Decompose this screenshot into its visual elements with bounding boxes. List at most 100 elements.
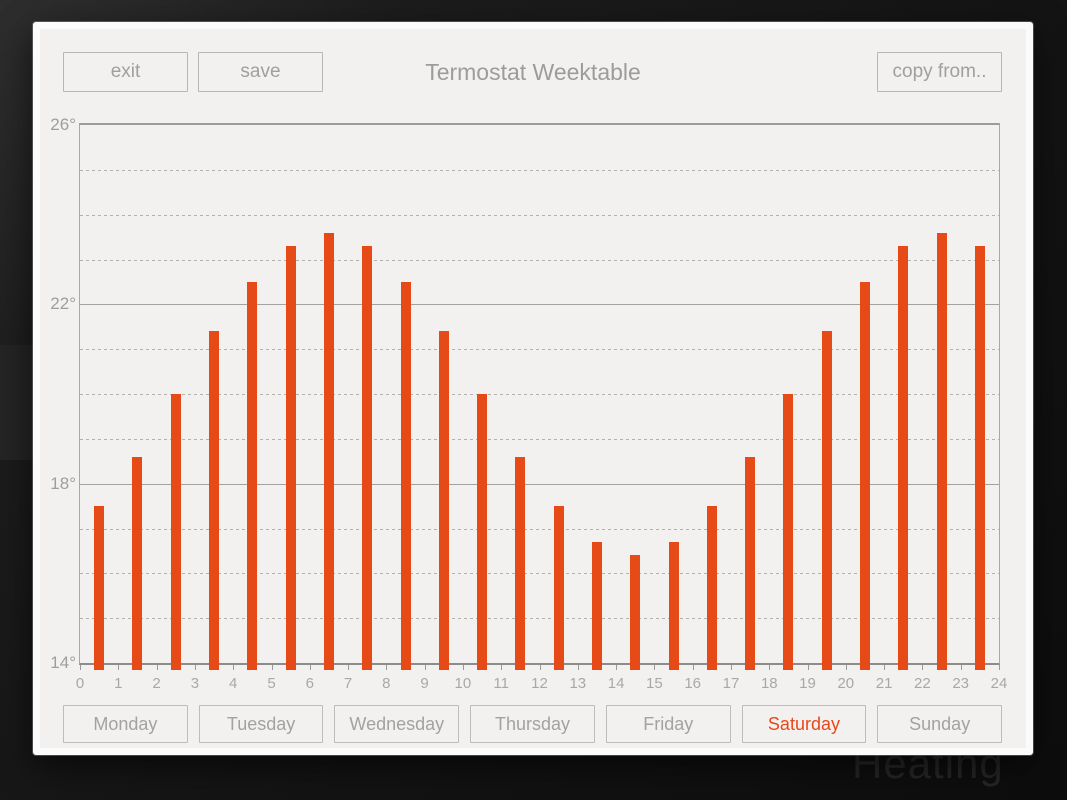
temperature-bar-hour-0[interactable] <box>94 506 105 670</box>
thermostat-weektable-dialog: exit save Termostat Weektable copy from.… <box>33 22 1033 755</box>
temperature-bar-hour-8[interactable] <box>400 281 411 670</box>
temperature-bar-hour-1[interactable] <box>132 456 143 670</box>
x-axis-tick-6 <box>309 665 311 670</box>
save-button[interactable]: save <box>198 52 323 92</box>
temperature-bar-hour-11[interactable] <box>515 456 526 670</box>
x-tick-label-21: 21 <box>875 675 893 692</box>
x-tick-label-8: 8 <box>382 675 391 692</box>
x-axis-tick-18 <box>769 665 771 670</box>
temperature-bar-hour-10[interactable] <box>477 394 488 670</box>
gridline-25-deg <box>80 169 999 171</box>
x-axis-tick-12 <box>539 665 541 670</box>
day-tab-saturday[interactable]: Saturday <box>741 705 867 743</box>
x-axis-tick-1 <box>118 665 120 670</box>
temperature-bar-hour-20[interactable] <box>860 281 870 670</box>
x-tick-label-1: 1 <box>114 675 123 692</box>
copy-from-button[interactable]: copy from.. <box>877 52 1002 92</box>
temperature-bar-hour-5[interactable] <box>285 246 296 670</box>
x-tick-label-10: 10 <box>454 675 472 692</box>
temperature-bar-hour-3[interactable] <box>209 331 219 670</box>
x-tick-label-19: 19 <box>799 675 816 692</box>
x-axis-tick-22 <box>922 665 924 670</box>
y-tick-label-22: 22° <box>50 294 76 314</box>
x-tick-label-5: 5 <box>267 675 276 692</box>
gridline-20-deg <box>80 394 999 395</box>
x-axis-tick-23 <box>960 665 962 670</box>
temperature-bar-hour-18[interactable] <box>783 394 794 670</box>
temperature-bar-hour-13[interactable] <box>591 541 602 670</box>
day-tab-tuesday[interactable]: Tuesday <box>198 705 324 743</box>
x-tick-label-12: 12 <box>531 675 548 692</box>
exit-button[interactable]: exit <box>63 52 188 92</box>
temperature-bar-hour-17[interactable] <box>745 456 756 670</box>
x-tick-label-16: 16 <box>684 675 702 692</box>
temperature-bar-hour-2[interactable] <box>170 394 181 670</box>
temperature-bar-hour-15[interactable] <box>668 541 679 670</box>
x-axis-tick-20 <box>845 665 847 670</box>
x-axis-tick-4 <box>233 665 235 670</box>
x-tick-label-7: 7 <box>343 675 353 692</box>
x-tick-label-17: 17 <box>722 675 740 692</box>
x-tick-label-0: 0 <box>75 675 85 692</box>
x-tick-label-6: 6 <box>305 675 314 692</box>
temperature-bar-hour-19[interactable] <box>821 331 832 670</box>
x-axis-tick-8 <box>386 665 388 670</box>
x-axis-tick-0 <box>80 665 81 670</box>
x-axis-tick-5 <box>271 665 273 670</box>
day-tab-monday[interactable]: Monday <box>63 705 188 743</box>
temperature-bar-hour-22[interactable] <box>936 232 947 670</box>
day-tab-sunday[interactable]: Sunday <box>877 705 1003 743</box>
x-axis-tick-14 <box>616 665 618 670</box>
x-axis-tick-11 <box>501 665 503 670</box>
gridline-15-deg <box>80 618 999 620</box>
y-tick-label-14: 14° <box>50 653 76 672</box>
x-tick-label-20: 20 <box>837 675 855 692</box>
y-axis: 26° 22° 18° 14° <box>40 115 76 672</box>
x-axis-tick-15 <box>654 665 656 670</box>
dialog-title: Termostat Weektable <box>425 59 641 85</box>
temperature-bar-hour-9[interactable] <box>438 331 449 670</box>
x-tick-label-11: 11 <box>493 675 509 692</box>
temperature-bar-hour-12[interactable] <box>553 506 564 670</box>
x-tick-label-4: 4 <box>229 675 238 692</box>
x-tick-label-2: 2 <box>152 675 161 692</box>
temperature-bar-hour-16[interactable] <box>706 506 717 670</box>
gridline-23-deg <box>80 259 999 261</box>
gridline-22-deg <box>80 304 999 306</box>
x-axis-tick-19 <box>807 665 809 670</box>
x-axis-tick-10 <box>462 665 464 670</box>
y-tick-label-18: 18° <box>50 473 76 493</box>
gridline-19-deg <box>80 438 999 440</box>
x-tick-label-14: 14 <box>607 675 625 692</box>
background-panel <box>0 345 33 460</box>
x-axis-tick-3 <box>194 665 196 670</box>
x-tick-label-3: 3 <box>190 675 200 692</box>
x-axis-tick-24 <box>999 665 1000 670</box>
temperature-bar-hour-6[interactable] <box>323 232 334 670</box>
gridline-18-deg <box>80 483 999 485</box>
x-tick-label-18: 18 <box>760 675 778 692</box>
gridline-21-deg <box>80 349 999 351</box>
day-tabs: Monday Tuesday Wednesday Thursday Friday Satu… <box>63 705 1003 743</box>
temperature-bar-hour-14[interactable] <box>630 555 641 670</box>
gridline-16-deg <box>80 573 999 575</box>
temperature-bar-hour-21[interactable] <box>898 246 909 670</box>
x-axis-tick-16 <box>692 665 694 670</box>
temperature-bar-hour-7[interactable] <box>362 246 373 670</box>
day-tab-thursday[interactable]: Thursday <box>470 705 595 743</box>
gridline-24-deg <box>80 214 999 216</box>
x-tick-label-23: 23 <box>952 675 970 692</box>
day-tab-friday[interactable]: Friday <box>605 705 731 743</box>
x-tick-label-24: 24 <box>990 675 1008 692</box>
x-tick-label-13: 13 <box>569 675 587 692</box>
day-tab-wednesday[interactable]: Wednesday <box>334 705 460 743</box>
x-axis-tick-17 <box>731 665 732 670</box>
temperature-bar-hour-4[interactable] <box>247 281 258 670</box>
x-axis-tick-13 <box>577 665 579 670</box>
x-tick-label-9: 9 <box>420 675 429 692</box>
x-tick-label-15: 15 <box>646 675 663 692</box>
temperature-bar-hour-23[interactable] <box>974 246 985 670</box>
plot-area: 0 1 2 3 4 5 6 7 8 9 10 11 12 13 14 15 16 17 18 19 20 21 22 23 24 <box>76 123 1007 692</box>
x-axis-tick-21 <box>884 665 886 670</box>
